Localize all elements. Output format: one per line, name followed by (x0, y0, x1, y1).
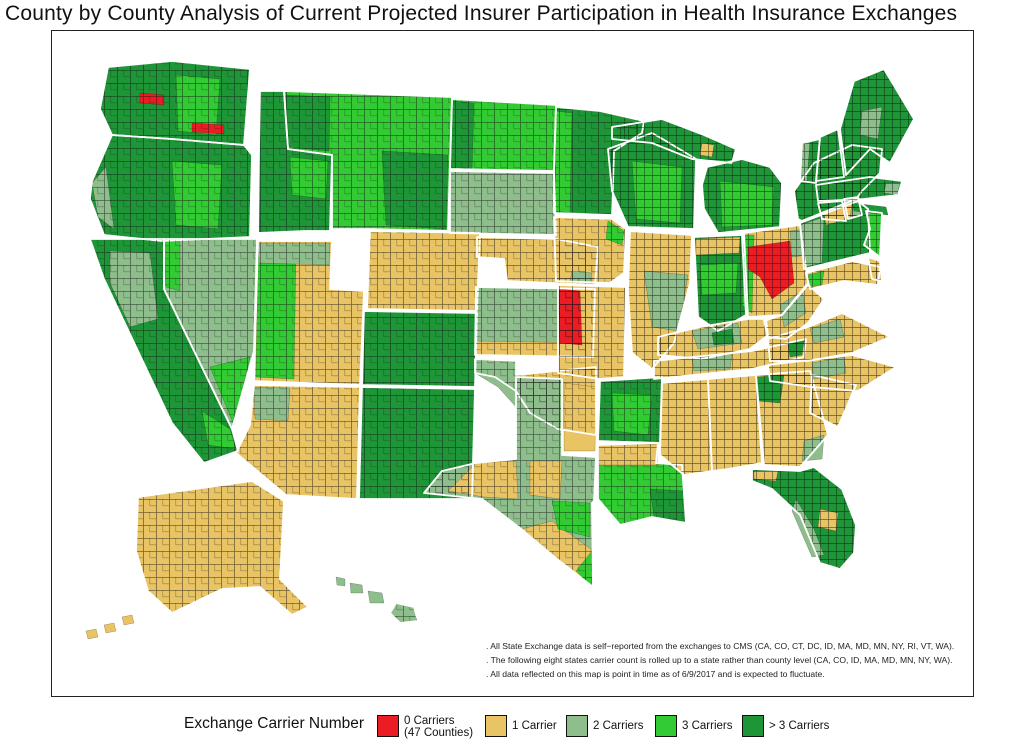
map-frame: . All State Exchange data is self−report… (51, 30, 974, 697)
county-grid-overlay (863, 210, 883, 258)
county-grid-overlay (89, 134, 253, 242)
legend-label: 0 Carriers (47 Counties) (404, 715, 474, 739)
county-grid-overlay (751, 466, 857, 570)
county-grid-overlay (423, 376, 597, 588)
legend-label: > 3 Carriers (769, 720, 830, 732)
legend-swatch-more-than-3-carriers (742, 715, 764, 737)
legend: Exchange Carrier Number 0 Carriers (47 C… (0, 705, 1027, 751)
county-grid-overlay (817, 200, 847, 222)
footnote-line: . All State Exchange data is self−report… (486, 641, 955, 651)
county-grid-overlay (767, 354, 897, 392)
legend-label: 1 Carrier (512, 720, 557, 732)
us-county-choropleth[interactable] (52, 31, 973, 696)
footnote-line: . All data reflected on this map is poin… (486, 669, 825, 679)
legend-swatch-1-carrier (485, 715, 507, 737)
county-grid-overlay (815, 128, 845, 182)
county-grid-overlay (839, 68, 915, 176)
legend-title: Exchange Carrier Number (184, 715, 365, 732)
footnote-line: . The following eight states carrier cou… (486, 655, 953, 665)
county-grid-overlay (707, 374, 763, 472)
county-grid-overlay (361, 310, 478, 388)
county-grid-overlay (867, 256, 883, 282)
legend-label: 3 Carriers (682, 720, 733, 732)
county-grid-overlay (659, 378, 713, 476)
county-grid-overlay (799, 138, 821, 184)
county-grid-overlay (235, 384, 361, 500)
county-grid-overlay (767, 312, 891, 362)
county-grid-overlay (701, 158, 783, 234)
county-grid-overlay (99, 60, 251, 146)
legend-swatch-3-carriers (655, 715, 677, 737)
county-grid-overlay (763, 284, 825, 340)
map-footnotes: . All State Exchange data is self−report… (486, 639, 954, 681)
county-grid-overlay (366, 230, 481, 312)
county-grid-overlay (557, 284, 627, 380)
legend-swatch-2-carriers (566, 715, 588, 737)
county-grid-overlay (597, 376, 663, 444)
county-border-layer (89, 60, 915, 624)
county-grid-overlay (805, 260, 881, 290)
legend-swatch-0-carriers (377, 715, 399, 737)
county-grid-overlay (253, 240, 365, 386)
legend-label: 2 Carriers (593, 720, 644, 732)
county-grid-overlay (693, 234, 747, 332)
county-grid-overlay (815, 176, 903, 202)
county-grid-overlay (163, 238, 258, 430)
county-grid-overlay (553, 216, 627, 284)
county-grid-overlay (449, 170, 557, 236)
county-grid-overlay (389, 602, 419, 624)
page-title: County by County Analysis of Current Pro… (5, 2, 958, 25)
county-grid-overlay (449, 98, 557, 172)
county-grid-overlay (843, 196, 863, 220)
county-grid-overlay (135, 480, 309, 616)
county-grid-overlay (597, 442, 687, 526)
